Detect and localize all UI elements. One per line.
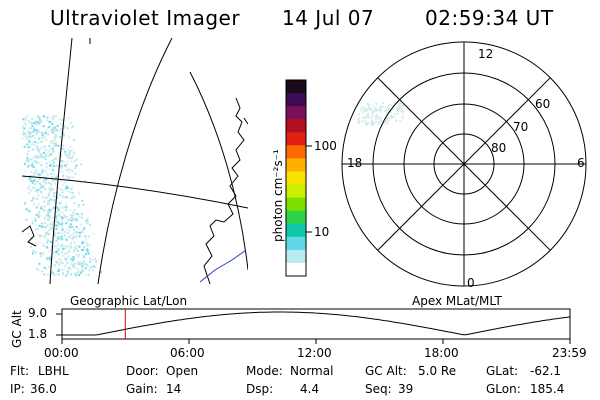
altitude-plot (56, 308, 571, 344)
altitude-axis-label: GC Alt (10, 310, 24, 348)
colorbar-step (286, 132, 306, 146)
time-tick-label: 00:00 (44, 346, 79, 360)
colorbar-step (286, 145, 306, 159)
polar-meridian (377, 77, 551, 251)
glon-label: GLon: (486, 382, 521, 396)
colorbar-step (286, 236, 306, 251)
date-label: 14 Jul 07 (282, 6, 375, 30)
auroral-emission-polar (356, 101, 404, 127)
glat-label: GLat: (486, 364, 519, 378)
lat-label-80: 80 (491, 141, 507, 155)
mode-value: Normal (290, 364, 334, 378)
colorbar-step (286, 262, 306, 277)
colorbar-step (286, 249, 306, 264)
altitude-curve (62, 311, 571, 336)
gc-alt-value: 5.0 Re (418, 364, 457, 378)
terminator-line (199, 249, 247, 283)
coastline (203, 97, 245, 284)
colorbar-step (286, 93, 306, 107)
colorbar-step (286, 223, 306, 238)
gain-label: Gain: (126, 382, 158, 396)
lat-label-70: 70 (513, 120, 529, 134)
meridian-line (97, 38, 173, 284)
colorbar-unit-label: photon cm⁻²s⁻¹ (271, 149, 285, 242)
map-content (22, 38, 248, 284)
polar-plot (341, 41, 587, 287)
colorbar-step (286, 184, 306, 199)
coastline (22, 225, 37, 247)
colorbar-step (286, 158, 306, 172)
altitude-tick-label: 9.0 (28, 306, 48, 320)
apex-caption: Apex MLat/MLT (412, 294, 502, 308)
time-tick-label: 12:00 (297, 346, 332, 360)
ip-label: IP: (10, 382, 25, 396)
time-tick-label: 23:59 (552, 346, 587, 360)
colorbar-step (286, 197, 306, 212)
instrument-title: Ultraviolet Imager (50, 6, 241, 30)
glat-value: -62.1 (530, 364, 562, 378)
mlt-label-12: 12 (478, 47, 494, 61)
colorbar-tick-label-100: 100 (314, 139, 337, 153)
mlt-label-6: 6 (577, 156, 585, 170)
time-tick-label: 06:00 (170, 346, 205, 360)
colorbar (285, 79, 312, 277)
colorbar-step (286, 171, 306, 186)
geographic-caption: Geographic Lat/Lon (70, 294, 188, 308)
mlt-label-18: 18 (347, 156, 363, 170)
door-label: Door: (126, 364, 159, 378)
seq-label: Seq: (365, 382, 392, 396)
meridian-line (49, 38, 73, 284)
mlt-label-0: 0 (467, 276, 475, 290)
colorbar-step (286, 119, 306, 133)
glon-value: 185.4 (530, 382, 565, 396)
time-tick-label: 18:00 (424, 346, 459, 360)
door-value: Open (166, 364, 199, 378)
flt-value: LBHL (38, 364, 69, 378)
mode-label: Mode: (246, 364, 283, 378)
colorbar-tick-label-10: 10 (314, 225, 330, 239)
colorbar-step (286, 80, 306, 94)
lat-label-60: 60 (535, 97, 551, 111)
gain-value: 14 (166, 382, 182, 396)
meridian-line (189, 71, 248, 271)
dsp-label: Dsp: (246, 382, 274, 396)
flt-label: Flt: (10, 364, 29, 378)
gc-alt-label: GC Alt: (365, 364, 407, 378)
latitude-line (22, 175, 248, 209)
colorbar-step (286, 210, 306, 225)
dsp-value: 4.4 (300, 382, 320, 396)
ip-value: 36.0 (30, 382, 57, 396)
seq-value: 39 (398, 382, 414, 396)
time-label: 02:59:34 UT (425, 6, 554, 30)
colorbar-step (286, 106, 306, 120)
auroral-emission-geographic (22, 115, 102, 277)
altitude-tick-label: 1.8 (28, 327, 48, 341)
